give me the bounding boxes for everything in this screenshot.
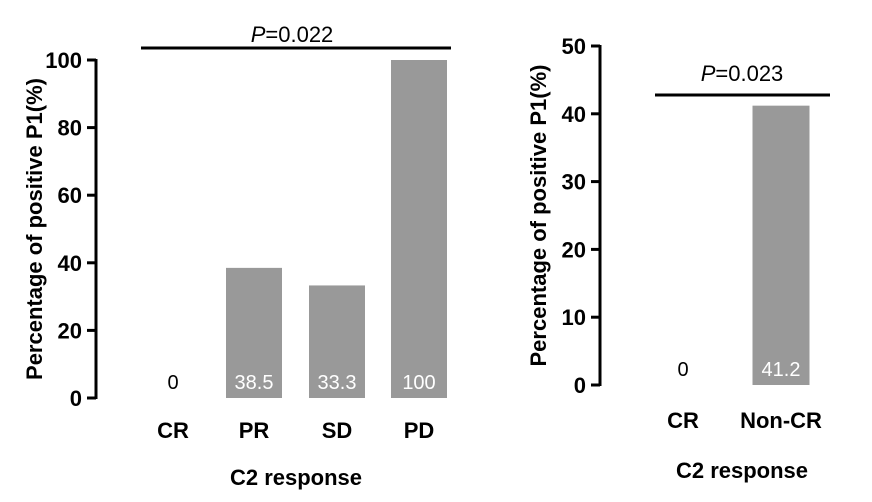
- y-tick-label: 50: [562, 34, 586, 59]
- data-label: 0: [167, 372, 178, 394]
- data-label: 100: [402, 372, 435, 394]
- bar-pr: [226, 267, 282, 398]
- y-tick-label: 80: [58, 116, 82, 141]
- p-value-label: P=0.022: [251, 22, 334, 47]
- data-label: 41.2: [762, 359, 801, 381]
- y-axis-label: Percentage of positive P1(%): [526, 65, 551, 367]
- y-tick-label: 10: [562, 305, 586, 330]
- bar-non-cr: [752, 105, 810, 385]
- y-tick-label: 40: [562, 102, 586, 127]
- y-tick-label: 20: [562, 237, 586, 262]
- y-axis-label: Percentage of positive P1(%): [22, 78, 47, 380]
- x-tick-label: CR: [157, 418, 189, 443]
- y-tick-label: 60: [58, 183, 82, 208]
- x-axis-label: C2 response: [230, 465, 362, 490]
- chart-2: 0 10 20 30 40 50 Percentage of positive P1(%) C…: [526, 34, 830, 483]
- x-tick-label: PR: [239, 418, 270, 443]
- data-label: 33.3: [318, 372, 357, 394]
- x-axis-label: C2 response: [676, 458, 808, 483]
- y-tick-label: 30: [562, 170, 586, 195]
- data-label: 0: [677, 359, 688, 381]
- bar-sd: [309, 285, 365, 398]
- p-symbol: P: [701, 61, 716, 86]
- bar-pd: [391, 60, 447, 398]
- y-tick-label: 0: [574, 373, 586, 398]
- data-label: 38.5: [235, 372, 274, 394]
- y-tick-label: 0: [70, 386, 82, 411]
- p-value: =0.022: [265, 22, 333, 47]
- x-tick-label: CR: [667, 408, 699, 433]
- x-tick-label: PD: [404, 418, 435, 443]
- x-tick-label: Non-CR: [740, 408, 822, 433]
- p-value: =0.023: [715, 61, 783, 86]
- y-tick-label: 20: [58, 318, 82, 343]
- p-symbol: P: [251, 22, 266, 47]
- y-tick-label: 100: [45, 48, 82, 73]
- chart-1: 0 20 40 60 80 100 Percentage of positive P1(%)…: [22, 22, 451, 490]
- y-tick-label: 40: [58, 251, 82, 276]
- x-tick-label: SD: [322, 418, 353, 443]
- p-value-label: P=0.023: [701, 61, 784, 86]
